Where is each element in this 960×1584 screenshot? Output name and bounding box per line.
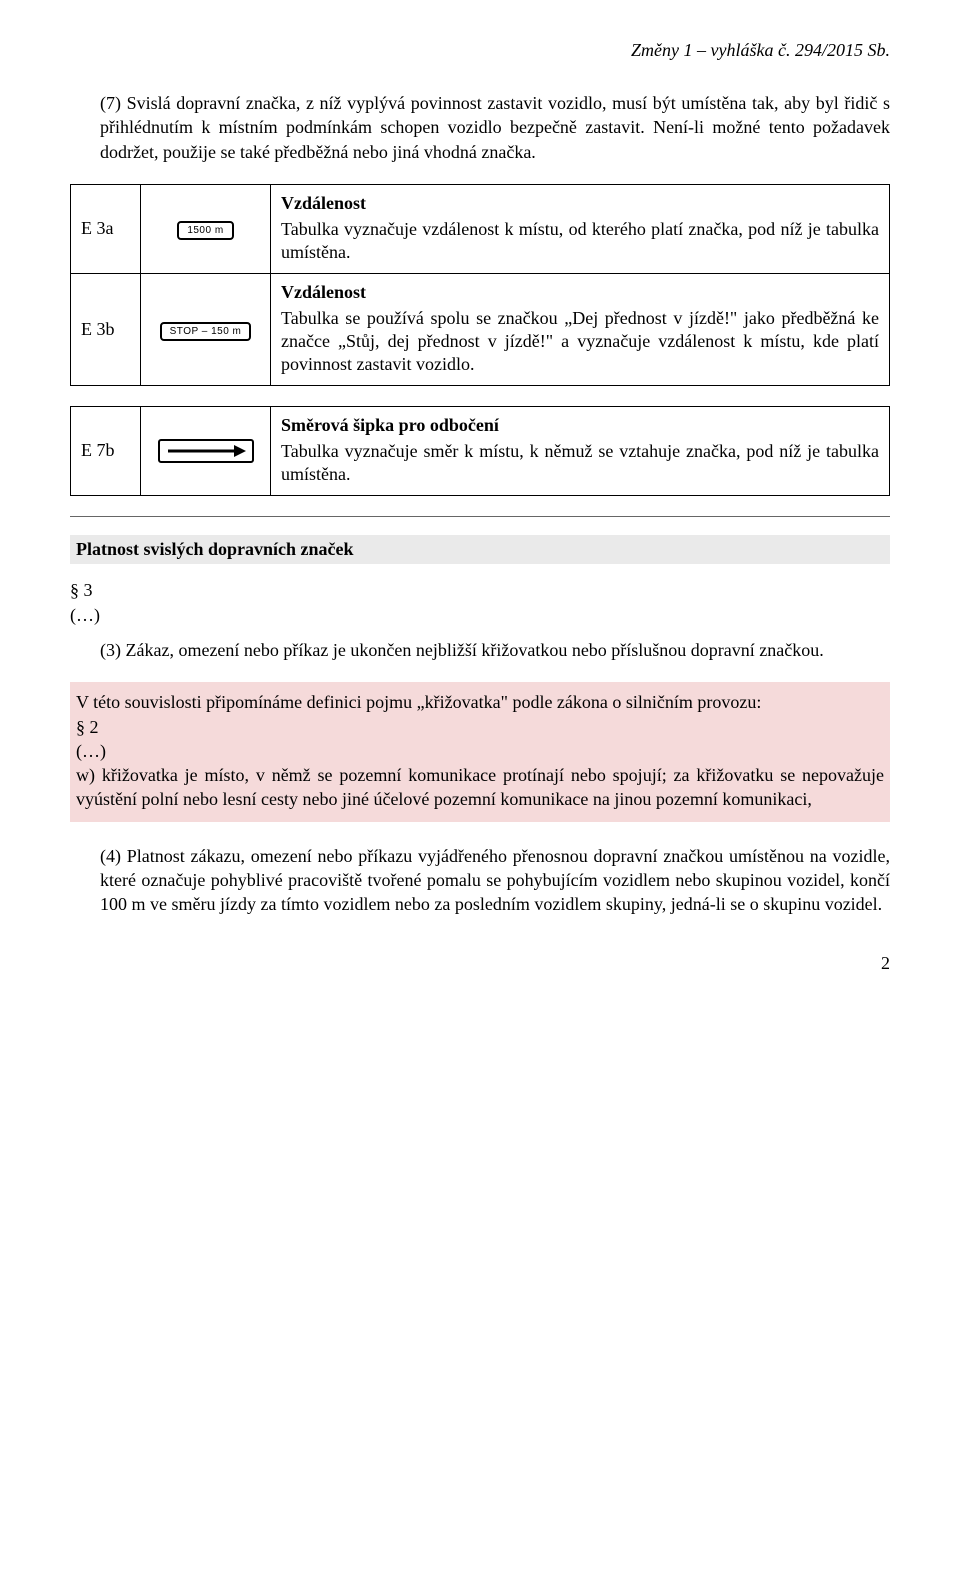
stop-distance-sign-icon: STOP – 150 m bbox=[160, 322, 252, 341]
table-row: E 7b Směrová šipka pro odbočení Tabulka … bbox=[71, 406, 890, 495]
table-row: E 3a 1500 m Vzdálenost Tabulka vyznačuje… bbox=[71, 184, 890, 273]
distance-sign-icon: 1500 m bbox=[177, 221, 233, 240]
sign-image-cell bbox=[141, 406, 271, 495]
sign-description: Směrová šipka pro odbočení Tabulka vyzna… bbox=[271, 406, 890, 495]
page-number: 2 bbox=[70, 953, 890, 974]
table-row: E 3b STOP – 150 m Vzdálenost Tabulka se … bbox=[71, 273, 890, 385]
sign-body: Tabulka vyznačuje směr k místu, k němuž … bbox=[281, 440, 879, 487]
sign-description: Vzdálenost Tabulka vyznačuje vzdálenost … bbox=[271, 184, 890, 273]
sign-image-cell: 1500 m bbox=[141, 184, 271, 273]
paragraph-3-4: (4) Platnost zákazu, omezení nebo příkaz… bbox=[70, 844, 890, 917]
divider bbox=[70, 516, 890, 517]
ellipsis: (…) bbox=[70, 603, 890, 628]
sign-table-2: E 7b Směrová šipka pro odbočení Tabulka … bbox=[70, 406, 890, 496]
sign-title: Vzdálenost bbox=[281, 282, 879, 303]
sign-table-1: E 3a 1500 m Vzdálenost Tabulka vyznačuje… bbox=[70, 184, 890, 386]
sign-title: Směrová šipka pro odbočení bbox=[281, 415, 879, 436]
sign-body: Tabulka vyznačuje vzdálenost k místu, od… bbox=[281, 218, 879, 265]
sign-description: Vzdálenost Tabulka se používá spolu se z… bbox=[271, 273, 890, 385]
arrow-sign-icon bbox=[158, 439, 254, 463]
highlight-intro: V této souvislosti připomínáme definici … bbox=[76, 690, 884, 714]
sign-code: E 3b bbox=[71, 273, 141, 385]
header-right: Změny 1 – vyhláška č. 294/2015 Sb. bbox=[70, 40, 890, 61]
paragraph-7: (7) Svislá dopravní značka, z níž vyplýv… bbox=[70, 91, 890, 164]
sign-image-cell: STOP – 150 m bbox=[141, 273, 271, 385]
highlight-w: w) křižovatka je místo, v němž se pozemn… bbox=[76, 763, 884, 812]
section-heading-gray: Platnost svislých dopravních značek bbox=[70, 535, 890, 564]
highlight-box: V této souvislosti připomínáme definici … bbox=[70, 682, 890, 821]
section-number: § 3 bbox=[70, 578, 890, 603]
page: Změny 1 – vyhláška č. 294/2015 Sb. (7) S… bbox=[0, 0, 960, 994]
sign-code: E 7b bbox=[71, 406, 141, 495]
paragraph-3-3: (3) Zákaz, omezení nebo příkaz je ukonče… bbox=[70, 638, 890, 662]
highlight-section: § 2 bbox=[76, 715, 884, 739]
ellipsis: (…) bbox=[76, 739, 884, 763]
sign-code: E 3a bbox=[71, 184, 141, 273]
sign-title: Vzdálenost bbox=[281, 193, 879, 214]
sign-body: Tabulka se používá spolu se značkou „Dej… bbox=[281, 307, 879, 377]
